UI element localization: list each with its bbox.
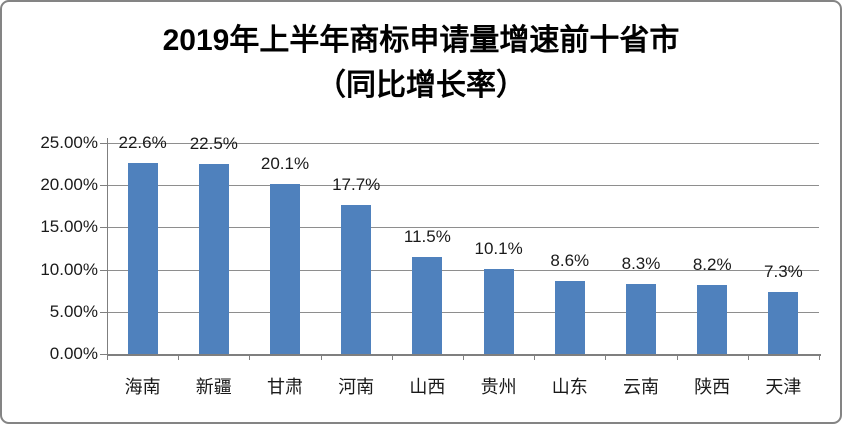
x-category-label: 云南 xyxy=(622,377,659,397)
bar-value-label: 7.3% xyxy=(764,262,803,282)
y-tick-label: 5.00% xyxy=(49,301,98,321)
gridline xyxy=(107,143,819,144)
gridline xyxy=(107,227,819,229)
bar xyxy=(697,284,728,354)
y-axis-tick-mark xyxy=(100,143,107,144)
chart-title: 2019年上半年商标申请量增速前十省市 （同比增长率） xyxy=(2,18,840,108)
x-axis-tick-mark xyxy=(747,354,749,360)
y-axis-tick-mark xyxy=(100,354,107,355)
bar xyxy=(626,283,656,354)
x-axis-line xyxy=(107,354,821,356)
y-axis-tick-mark xyxy=(100,269,107,271)
x-axis-tick-mark xyxy=(676,354,678,360)
bar xyxy=(412,256,443,354)
bar xyxy=(768,292,799,354)
gridline xyxy=(107,311,819,313)
x-axis-tick-mark xyxy=(320,354,322,360)
x-category-label: 天津 xyxy=(765,377,802,397)
x-category-label: 河南 xyxy=(338,377,375,397)
y-tick-label: 10.00% xyxy=(40,259,98,279)
chart-title-line2: （同比增长率） xyxy=(316,69,526,102)
x-category-label: 海南 xyxy=(124,377,161,397)
x-axis-tick-mark xyxy=(534,354,536,360)
y-tick-label: 20.00% xyxy=(40,175,98,195)
bar-value-label: 22.6% xyxy=(118,133,167,153)
x-category-label: 甘肃 xyxy=(266,377,303,397)
x-axis-tick-mark xyxy=(819,354,820,360)
y-tick-label: 0.00% xyxy=(49,344,98,363)
x-axis-tick-mark xyxy=(249,354,251,360)
chart-title-line1: 2019年上半年商标申请量增速前十省市 xyxy=(162,24,680,57)
x-axis-tick-mark xyxy=(178,354,180,360)
bar xyxy=(198,164,229,354)
x-axis-tick-mark xyxy=(391,354,393,360)
bar-value-label: 17.7% xyxy=(332,174,381,194)
y-axis-tick-mark xyxy=(100,185,107,187)
y-tick-label: 15.00% xyxy=(40,217,98,237)
bar-value-label: 11.5% xyxy=(403,226,451,246)
x-axis-tick-mark xyxy=(107,354,108,360)
x-category-label: 贵州 xyxy=(480,377,517,397)
bar xyxy=(270,184,300,354)
x-category-label: 陕西 xyxy=(694,377,731,397)
bar-value-label: 8.3% xyxy=(621,253,661,273)
x-category-label: 山西 xyxy=(409,377,446,397)
bar xyxy=(483,268,514,354)
bar-value-label: 22.5% xyxy=(189,134,238,154)
y-tick-label: 25.00% xyxy=(40,133,98,152)
bar-value-label: 20.1% xyxy=(260,154,310,174)
x-axis-tick-mark xyxy=(463,354,464,360)
bar xyxy=(127,163,158,354)
y-axis-tick-mark xyxy=(100,227,107,229)
bar-value-label: 8.2% xyxy=(692,254,732,274)
x-category-label: 山东 xyxy=(551,377,588,397)
y-axis-tick-mark xyxy=(100,311,107,313)
bar-value-label: 8.6% xyxy=(550,251,590,271)
gridline xyxy=(107,269,819,271)
bar xyxy=(341,204,372,354)
gridline xyxy=(107,185,819,187)
y-axis-line xyxy=(107,138,108,354)
bar xyxy=(554,281,585,354)
x-axis-tick-mark xyxy=(605,354,607,360)
bar-value-label: 10.1% xyxy=(474,238,523,258)
x-category-label: 新疆 xyxy=(195,377,232,397)
